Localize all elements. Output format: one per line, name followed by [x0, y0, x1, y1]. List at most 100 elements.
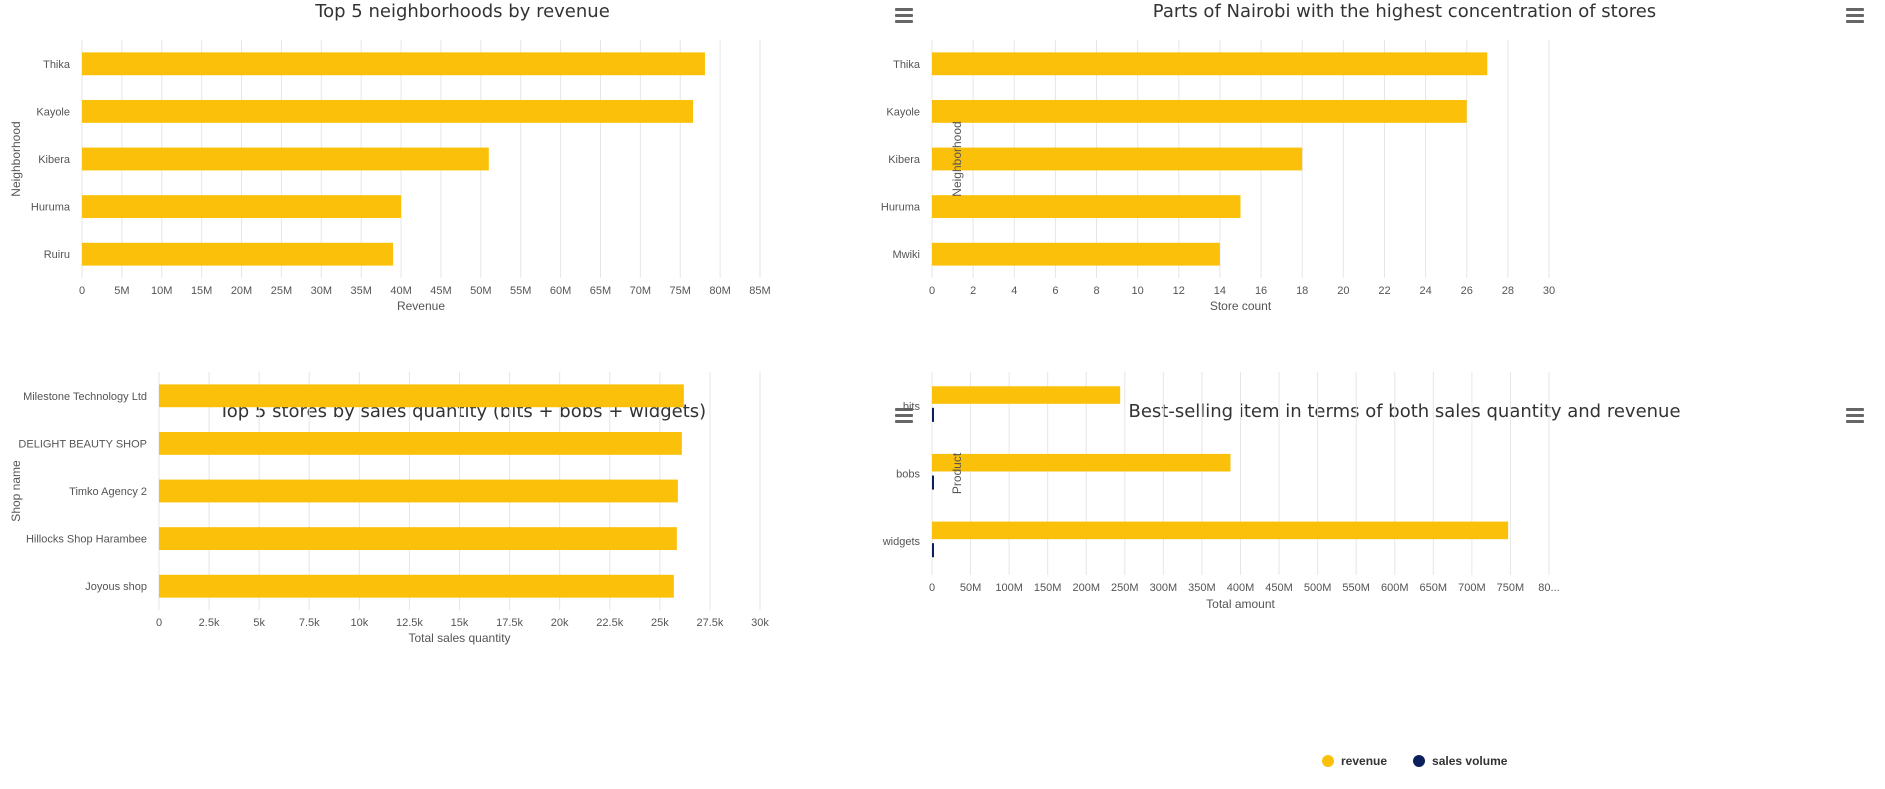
bar: [159, 574, 674, 598]
x-tick-label: 45M: [430, 285, 451, 297]
y-category-label: Ruiru: [44, 249, 70, 261]
bar: [932, 99, 1467, 123]
bar: [82, 99, 693, 123]
chart-plot: 0 2 4 6 8 10 12 14 16 18 20 22 24 26 28 30ThikaKayoleKi…: [881, 40, 1555, 313]
x-tick-label: 150M: [1034, 582, 1062, 594]
x-tick-label: 65M: [590, 285, 611, 297]
bar: [82, 195, 402, 219]
y-category-label: Thika: [43, 59, 71, 71]
bar: [159, 479, 678, 503]
x-tick-label: 600M: [1381, 582, 1409, 594]
x-tick-label: 14: [1214, 285, 1226, 297]
chart-plot: 0 2.5k 5k 7.5k 10k 12.5k 15k 17.5k 20k 22.5k 25k 27…: [9, 372, 769, 645]
bar-revenue: [932, 453, 1231, 472]
bar: [932, 147, 1303, 171]
x-axis-title: Store count: [1210, 299, 1272, 313]
legend-swatch: [1413, 755, 1426, 767]
bar: [82, 242, 394, 266]
bar-sales-volume: [932, 543, 934, 558]
y-category-label: Joyous shop: [85, 581, 147, 593]
x-tick-label: 15k: [451, 617, 469, 629]
y-category-label: bits: [903, 401, 921, 413]
y-category-label: Huruma: [881, 202, 921, 214]
y-category-label: bobs: [896, 469, 920, 481]
x-tick-label: 4: [1011, 285, 1017, 297]
hamburger-menu-icon[interactable]: [893, 405, 915, 425]
x-tick-label: 10M: [151, 285, 172, 297]
legend-item-sales-volume[interactable]: sales volume: [1413, 754, 1507, 768]
x-tick-label: 15M: [191, 285, 212, 297]
legend-item-revenue[interactable]: revenue: [1322, 754, 1387, 768]
x-tick-label: 25k: [651, 617, 669, 629]
x-tick-label: 85M: [749, 285, 770, 297]
bar-sales-volume: [932, 407, 934, 422]
y-axis-title: Shop name: [9, 460, 23, 522]
y-category-label: widgets: [882, 536, 921, 548]
x-tick-label: 12: [1173, 285, 1185, 297]
y-category-label: Huruma: [31, 202, 71, 214]
x-tick-label: 2: [970, 285, 976, 297]
x-tick-label: 50M: [960, 582, 981, 594]
x-tick-label: 250M: [1111, 582, 1139, 594]
x-axis-title: Total sales quantity: [408, 631, 510, 645]
best-selling-item-chart: Best-selling item in terms of both sales…: [882, 372, 1885, 789]
x-tick-label: 80M: [709, 285, 730, 297]
x-tick-label: 750M: [1497, 582, 1525, 594]
x-axis-title: Total amount: [1206, 597, 1275, 611]
x-tick-label: 24: [1419, 285, 1431, 297]
hamburger-menu-icon[interactable]: [1844, 5, 1866, 25]
top-stores-by-quantity-chart: Top 5 stores by sales quantity (bits + b…: [0, 372, 942, 789]
y-axis-title: Neighborhood: [950, 121, 964, 196]
y-category-label: Thika: [893, 59, 921, 71]
bar: [932, 52, 1488, 76]
x-tick-label: 30k: [751, 617, 769, 629]
x-tick-label: 2.5k: [199, 617, 220, 629]
bar: [932, 195, 1241, 219]
x-tick-label: 0: [929, 285, 935, 297]
x-tick-label: 27.5k: [696, 617, 723, 629]
y-category-label: Kibera: [888, 154, 921, 166]
x-tick-label: 8: [1093, 285, 1099, 297]
y-category-label: Timko Agency 2: [69, 486, 147, 498]
store-concentration-chart: Parts of Nairobi with the highest concen…: [881, 0, 1885, 395]
y-category-label: DELIGHT BEAUTY SHOP: [18, 438, 147, 450]
bar-sales-volume: [932, 475, 934, 490]
bar: [932, 242, 1220, 266]
bar: [82, 52, 705, 76]
hamburger-menu-icon[interactable]: [1844, 405, 1866, 425]
x-tick-label: 25M: [271, 285, 292, 297]
hamburger-menu-icon[interactable]: [893, 5, 915, 25]
chart-title: Top 5 neighborhoods by revenue: [315, 1, 610, 22]
bar: [159, 431, 682, 455]
x-tick-label: 700M: [1458, 582, 1486, 594]
x-tick-label: 40M: [390, 285, 411, 297]
x-tick-label: 20: [1337, 285, 1349, 297]
x-tick-label: 6: [1052, 285, 1058, 297]
bar-revenue: [932, 386, 1121, 404]
chart-title: Parts of Nairobi with the highest concen…: [1152, 1, 1657, 22]
revenue-by-neighborhood-chart: Top 5 neighborhoods by revenue 0 5M 10M 15M…: [0, 0, 942, 395]
bar: [82, 147, 489, 171]
x-tick-label: 10k: [350, 617, 368, 629]
x-tick-label: 30: [1543, 285, 1555, 297]
x-tick-label: 12.5k: [396, 617, 423, 629]
x-tick-label: 22.5k: [596, 617, 623, 629]
x-tick-label: 22: [1378, 285, 1390, 297]
x-tick-label: 100M: [995, 582, 1023, 594]
y-category-label: Mwiki: [893, 249, 921, 261]
bar-revenue: [932, 521, 1509, 540]
x-tick-label: 10: [1132, 285, 1144, 297]
y-axis-title: Neighborhood: [9, 121, 23, 196]
x-tick-label: 18: [1296, 285, 1308, 297]
bar: [159, 527, 677, 551]
x-tick-label: 5k: [253, 617, 265, 629]
x-tick-label: 300M: [1150, 582, 1178, 594]
x-tick-label: 30M: [311, 285, 332, 297]
y-category-label: Milestone Technology Ltd: [23, 391, 147, 403]
x-tick-label: 350M: [1188, 582, 1216, 594]
x-axis-title: Revenue: [397, 299, 445, 313]
chart-plot: 0 50M 100M 150M 200M 250M 300M 350M 400M 450M 500M…: [882, 372, 1560, 611]
chart-title: Best-selling item in terms of both sales…: [1128, 401, 1681, 422]
bar: [159, 384, 684, 408]
x-tick-label: 5M: [114, 285, 129, 297]
